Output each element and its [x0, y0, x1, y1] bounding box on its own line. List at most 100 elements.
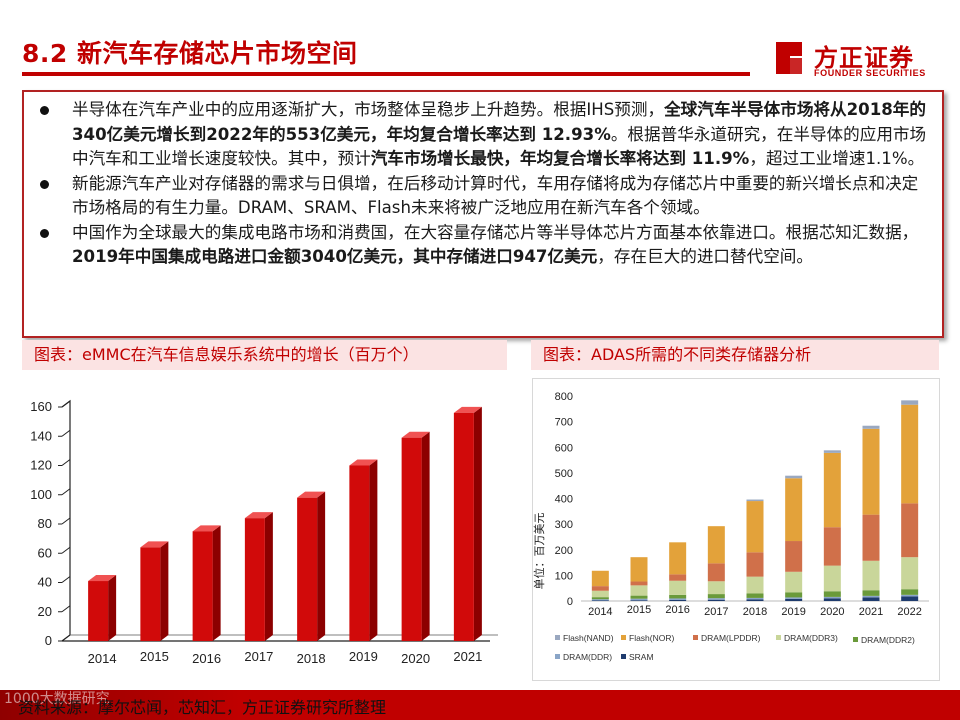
stack-segment	[823, 598, 841, 601]
stack-segment	[862, 425, 880, 429]
bar-top	[297, 491, 326, 498]
founder-logo: 方正证券 FOUNDER SECURITIES	[768, 36, 938, 84]
x-tick-label: 2015	[140, 649, 169, 664]
y-tick-label: 20	[38, 604, 52, 619]
stack-segment	[746, 499, 764, 502]
x-tick-label: 2019	[781, 606, 805, 618]
stack-segment	[901, 503, 919, 558]
legend-swatch	[555, 635, 560, 640]
x-tick-label: 2021	[453, 649, 482, 664]
legend-swatch	[853, 637, 858, 642]
y-tick-label: 120	[30, 458, 52, 473]
stack-segment	[591, 590, 609, 598]
bullet-text: 中国作为全球最大的集成电路市场和消费国，在大容量存储芯片等半导体芯片方面基本依靠…	[72, 223, 918, 267]
y-tick-label: 300	[555, 519, 573, 531]
y-tick-label: 400	[555, 494, 573, 506]
x-tick-label: 2018	[297, 651, 326, 666]
stack-segment	[746, 599, 764, 601]
bar-front	[244, 518, 265, 641]
adas-chart-caption: 图表：ADAS所需的不同类存储器分析	[531, 340, 939, 370]
bar-top	[88, 575, 117, 582]
legend-swatch	[776, 635, 781, 640]
bullet-dot-icon	[40, 228, 49, 238]
legend-swatch	[693, 635, 698, 640]
summary-bullet: 中国作为全球最大的集成电路市场和消费国，在大容量存储芯片等半导体芯片方面基本依靠…	[34, 221, 932, 270]
bullet-text: 半导体在汽车产业中的应用逐渐扩大，市场整体呈稳步上升趋势。根据IHS预测，全球汽…	[72, 100, 926, 168]
stack-segment	[746, 593, 764, 598]
stack-segment	[591, 597, 609, 600]
stack-segment	[823, 591, 841, 597]
y-tick-depth	[61, 546, 71, 554]
stack-segment	[823, 565, 841, 592]
stack-segment	[630, 595, 648, 599]
legend-label: Flash(NOR)	[629, 633, 675, 643]
y-tick-label: 160	[30, 399, 52, 414]
bar	[349, 459, 378, 641]
emmc-chart-caption: 图表：eMMC在汽车信息娱乐系统中的增长（百万个）	[22, 340, 507, 370]
stack-segment	[862, 428, 880, 515]
bar-side	[160, 541, 169, 641]
x-tick-label: 2020	[401, 651, 430, 666]
stack-segment	[591, 599, 609, 601]
legend-label: Flash(NAND)	[563, 633, 614, 643]
y-tick-depth	[61, 605, 71, 613]
stack-segment	[901, 589, 919, 595]
x-tick-label: 2022	[897, 606, 921, 618]
stack-segment	[630, 598, 648, 601]
bar-front	[453, 412, 474, 641]
bar	[401, 431, 430, 641]
stack-segment	[785, 475, 803, 479]
y-tick-label: 60	[38, 545, 52, 560]
stack-segment	[630, 585, 648, 596]
stack-segment	[669, 542, 687, 575]
legend-label: DRAM(LPDDR)	[701, 633, 761, 643]
stack-segment	[823, 527, 841, 566]
x-tick-label: 2014	[88, 651, 117, 666]
x-tick-label: 2020	[820, 606, 844, 618]
y-tick-depth	[61, 634, 71, 642]
stack-segment	[746, 597, 764, 600]
y-tick-label: 40	[38, 575, 52, 590]
bullet-run: 新能源汽车产业对存储器的需求与日俱增，在后移动计算时代，车用存储将成为存储芯片中…	[72, 173, 919, 218]
y-tick-label: 80	[38, 516, 52, 531]
stack-segment	[785, 592, 803, 598]
adas-chart-frame: 0 100 200 300 400 500 600 700 800 单位：百万美元 2014 2015…	[532, 378, 940, 681]
stack-segment	[901, 557, 919, 590]
stack-segment	[707, 599, 725, 601]
bar-front	[349, 465, 370, 641]
summary-bullet: 半导体在汽车产业中的应用逐渐扩大，市场整体呈稳步上升趋势。根据IHS预测，全球汽…	[34, 98, 932, 172]
bar-front	[88, 581, 109, 641]
stack-segment	[707, 526, 725, 564]
legend-swatch	[621, 654, 626, 659]
stack-segment	[862, 560, 880, 591]
stack-segment	[669, 580, 687, 595]
bar-side	[212, 525, 221, 641]
bar	[244, 512, 273, 641]
y-tick-label: 200	[555, 545, 573, 557]
stack-segment	[785, 478, 803, 542]
stack-segment	[862, 590, 880, 596]
footer-bar	[0, 690, 960, 720]
stack-segment	[630, 581, 648, 586]
y-tick-depth	[61, 429, 71, 437]
emmc-bar-chart: 0 20 40 60 80 100 120 140 160 2014 2015 2016 2017 201…	[30, 399, 498, 666]
stack-segment	[785, 598, 803, 601]
legend-label: DRAM(DDR3)	[784, 633, 838, 643]
bar	[453, 406, 482, 641]
stack-segment	[669, 598, 687, 600]
stack-segment	[746, 501, 764, 553]
x-tick-label: 2014	[588, 606, 612, 618]
bar-front	[140, 547, 161, 641]
stack-segment	[669, 599, 687, 601]
bar	[192, 525, 221, 641]
y-tick-label: 600	[555, 442, 573, 454]
y-tick-label: 100	[555, 570, 573, 582]
legend-label: SRAM	[629, 652, 654, 662]
legend-label: DRAM(DDR2)	[861, 635, 915, 645]
stack-segment	[591, 570, 609, 587]
bullet-run: 。根据普华永道研究，在半导体的应用市场中汽车和工业增长速度较快。其中，预计	[72, 124, 927, 169]
y-tick-depth	[61, 400, 71, 408]
x-tick-label: 2015	[627, 604, 651, 616]
stack-segment	[746, 552, 764, 577]
bar	[88, 575, 117, 641]
